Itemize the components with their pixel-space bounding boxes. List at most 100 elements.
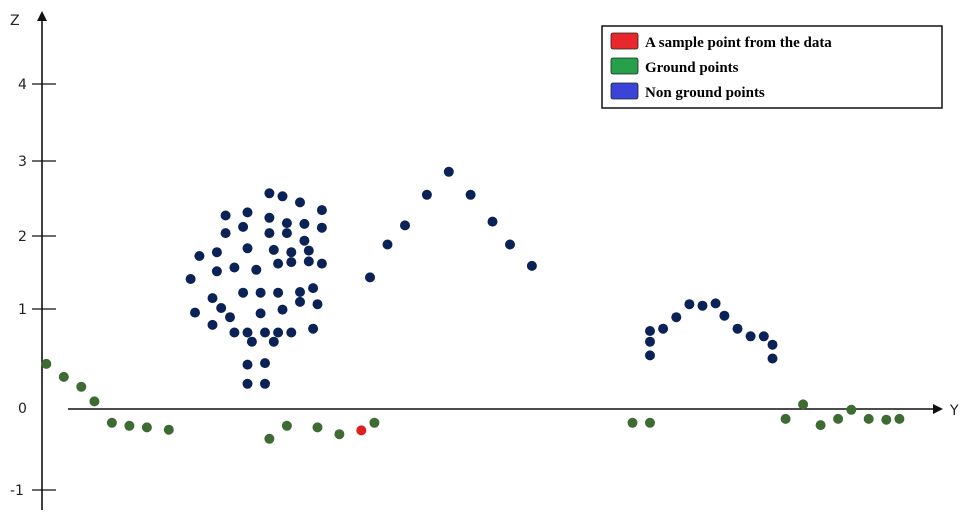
non-ground-point bbox=[645, 326, 655, 336]
non-ground-point bbox=[242, 207, 253, 218]
ground-point bbox=[141, 422, 152, 433]
legend-label-sample: A sample point from the data bbox=[645, 35, 832, 51]
ground-point bbox=[41, 358, 52, 369]
non-ground-point bbox=[295, 197, 305, 208]
non-ground-point bbox=[264, 188, 275, 199]
y-axis-label: Y bbox=[949, 403, 959, 419]
non-ground-point bbox=[299, 235, 310, 246]
legend-label-ground: Ground points bbox=[645, 60, 739, 76]
non-ground-point bbox=[295, 296, 305, 307]
non-ground-point bbox=[260, 378, 270, 389]
non-ground-point bbox=[316, 205, 327, 216]
non-ground-point bbox=[303, 245, 314, 256]
legend-swatch-non-ground bbox=[610, 82, 639, 100]
non-ground-point bbox=[216, 303, 227, 313]
non-ground-point bbox=[465, 189, 476, 200]
non-ground-point bbox=[260, 327, 270, 338]
z-tick-label-2: 2 bbox=[18, 229, 27, 245]
non-ground-point bbox=[273, 327, 284, 338]
ground-point bbox=[76, 381, 87, 392]
non-ground-point bbox=[220, 228, 231, 239]
non-ground-point bbox=[225, 312, 235, 323]
ground-point bbox=[89, 396, 100, 407]
ground-point bbox=[124, 420, 135, 431]
non-ground-point bbox=[684, 299, 695, 310]
non-ground-point bbox=[719, 310, 730, 321]
non-ground-point bbox=[281, 228, 292, 239]
non-ground-point bbox=[281, 218, 292, 229]
legend: A sample point from the data Ground poin… bbox=[601, 25, 943, 109]
non-ground-point bbox=[273, 258, 284, 269]
non-ground-point bbox=[246, 336, 257, 347]
non-ground-point bbox=[316, 258, 327, 269]
non-ground-point bbox=[242, 327, 253, 338]
non-ground-point bbox=[645, 336, 655, 347]
non-ground-point bbox=[268, 336, 279, 347]
non-ground-point bbox=[671, 312, 682, 323]
non-ground-point bbox=[758, 331, 769, 342]
points-layer bbox=[41, 166, 905, 444]
ground-point bbox=[846, 404, 857, 415]
non-ground-point bbox=[316, 222, 327, 233]
non-ground-point bbox=[268, 244, 279, 255]
non-ground-point bbox=[443, 166, 454, 177]
non-ground-point bbox=[207, 293, 218, 304]
non-ground-point bbox=[286, 247, 297, 258]
legend-swatch-ground bbox=[610, 57, 639, 75]
non-ground-point bbox=[238, 221, 249, 232]
non-ground-point bbox=[767, 353, 778, 364]
ground-point bbox=[334, 429, 345, 440]
non-ground-point bbox=[273, 287, 284, 298]
ground-point bbox=[798, 399, 809, 410]
legend-swatch-sample bbox=[610, 32, 639, 50]
non-ground-point bbox=[658, 323, 669, 334]
non-ground-point bbox=[264, 228, 275, 239]
non-ground-point bbox=[365, 272, 375, 283]
legend-box bbox=[601, 25, 943, 109]
ground-point bbox=[369, 417, 380, 428]
non-ground-point bbox=[242, 359, 253, 370]
non-ground-point bbox=[251, 264, 262, 275]
non-ground-point bbox=[732, 323, 743, 334]
non-ground-point bbox=[308, 283, 319, 294]
non-ground-point bbox=[505, 239, 515, 250]
non-ground-point bbox=[645, 350, 655, 361]
z-tick-label-0: 0 bbox=[18, 401, 27, 417]
non-ground-point bbox=[207, 319, 218, 330]
non-ground-point bbox=[487, 216, 498, 227]
non-ground-point bbox=[190, 307, 200, 318]
non-ground-point bbox=[211, 266, 222, 277]
non-ground-point bbox=[185, 274, 196, 284]
ground-point bbox=[780, 413, 791, 424]
ground-point bbox=[833, 413, 844, 424]
ground-point bbox=[815, 420, 826, 431]
non-ground-point bbox=[421, 189, 432, 200]
ground-point bbox=[58, 371, 69, 382]
non-ground-point bbox=[295, 287, 305, 297]
z-tick-label-3: 3 bbox=[18, 154, 27, 170]
legend-label-non-ground: Non ground points bbox=[645, 85, 765, 101]
non-ground-point bbox=[220, 210, 231, 221]
ground-point bbox=[281, 420, 292, 431]
non-ground-point bbox=[526, 260, 537, 271]
non-ground-point bbox=[299, 218, 310, 229]
non-ground-point bbox=[745, 331, 756, 342]
sample-point bbox=[356, 425, 367, 436]
non-ground-point bbox=[400, 220, 410, 231]
non-ground-point bbox=[264, 212, 275, 223]
z-tick-label-minus-1: -1 bbox=[10, 483, 24, 499]
ground-point bbox=[106, 417, 117, 428]
z-axis-label: Z bbox=[10, 13, 20, 29]
non-ground-point bbox=[211, 247, 222, 258]
non-ground-point bbox=[229, 327, 240, 338]
non-ground-point bbox=[697, 300, 708, 311]
non-ground-point bbox=[194, 251, 205, 261]
ground-point bbox=[163, 424, 174, 435]
non-ground-point bbox=[710, 298, 721, 309]
non-ground-point bbox=[767, 339, 778, 350]
non-ground-point bbox=[255, 308, 266, 319]
ground-point bbox=[264, 433, 275, 444]
z-tick-label-4: 4 bbox=[18, 77, 27, 93]
ground-point bbox=[881, 414, 892, 425]
